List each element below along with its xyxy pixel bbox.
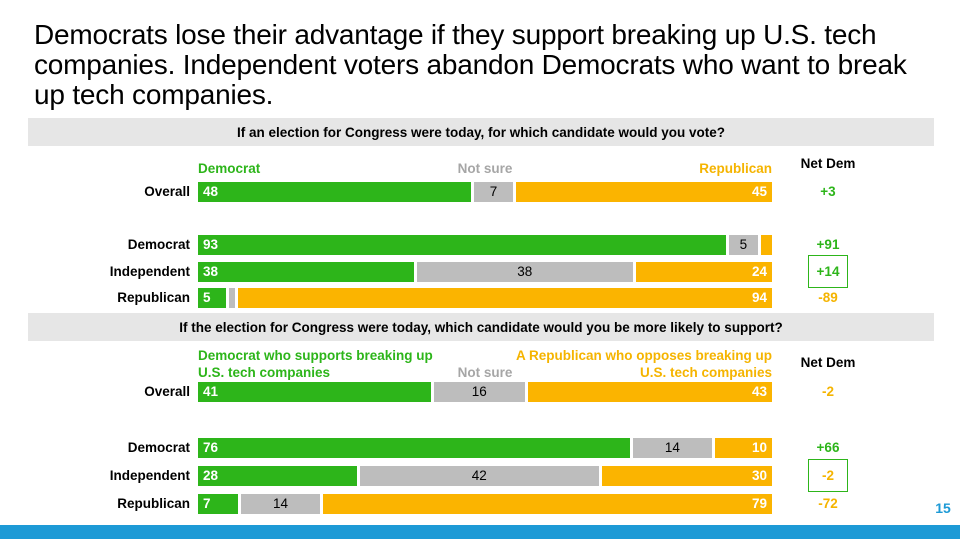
net-dem-header: Net Dem <box>800 156 856 171</box>
page-number: 15 <box>935 500 951 516</box>
bar-democrat <box>198 438 630 458</box>
bar-not-sure <box>632 438 713 458</box>
bar-label-democrat: 41 <box>203 384 219 399</box>
net-dem-value: +3 <box>820 184 836 199</box>
bar-label-republican: 79 <box>751 496 767 511</box>
row-label: Democrat <box>127 440 190 455</box>
bar-democrat <box>198 494 238 514</box>
net-dem-value: -72 <box>818 496 838 511</box>
question-2-band: If the election for Congress were today,… <box>28 313 934 341</box>
bar-republican <box>516 182 772 202</box>
row-label: Independent <box>109 264 190 279</box>
net-dem-value: -2 <box>821 468 834 483</box>
bar-not-sure <box>360 466 599 486</box>
net-dem-value: +66 <box>816 440 840 455</box>
bar-not-sure <box>729 235 758 255</box>
question-2-text: If the election for Congress were today,… <box>179 319 783 335</box>
row-label: Independent <box>109 468 190 483</box>
bar-label-democrat: 7 <box>203 496 211 511</box>
net-dem-value: -89 <box>818 290 838 305</box>
bar-democrat <box>198 466 358 486</box>
bar-label-republican: 24 <box>751 264 767 279</box>
bar-label-not-sure: 16 <box>471 384 487 399</box>
bar-label-not-sure: 14 <box>272 496 289 511</box>
bar-label-republican: 94 <box>751 290 767 305</box>
net-dem-value: +14 <box>816 264 840 279</box>
row-label: Overall <box>144 384 190 399</box>
bar-label-republican: 30 <box>751 468 767 483</box>
bar-republican <box>323 494 772 514</box>
bar-label-not-sure: 14 <box>664 440 680 455</box>
bar-label-democrat: 93 <box>203 237 219 252</box>
row-label: Overall <box>144 184 190 199</box>
bar-republican <box>527 382 772 402</box>
question-1-band: If an election for Congress were today, … <box>28 118 934 146</box>
footer-band <box>0 525 960 539</box>
net-dem-value: +91 <box>816 237 840 252</box>
row-label: Republican <box>117 290 190 305</box>
question-1-text: If an election for Congress were today, … <box>236 124 726 140</box>
bar-not-sure <box>229 288 236 308</box>
bar-label-not-sure: 7 <box>489 184 498 199</box>
bar-not-sure <box>473 182 514 202</box>
bar-label-republican: 43 <box>751 384 767 399</box>
bar-label-democrat: 48 <box>203 184 219 199</box>
bar-democrat <box>198 382 431 402</box>
bar-democrat <box>198 262 414 282</box>
bar-not-sure <box>416 262 633 282</box>
net-dem-header: Net Dem <box>800 355 856 370</box>
bar-label-not-sure: 42 <box>471 468 487 483</box>
legend-democrat-header: Democrat <box>198 161 261 176</box>
bar-label-democrat: 5 <box>203 290 211 305</box>
legend-not-sure-header: Not sure <box>457 365 513 380</box>
bar-not-sure <box>433 382 525 402</box>
bar-democrat <box>198 182 471 202</box>
bar-republican <box>601 466 772 486</box>
net-dem-value: -2 <box>821 384 834 399</box>
net-dem-highlight-box <box>808 255 848 288</box>
bar-label-democrat: 38 <box>203 264 219 279</box>
legend-republican-header: Republican <box>699 161 772 176</box>
bar-republican <box>760 235 772 255</box>
row-label: Democrat <box>127 237 190 252</box>
bar-label-democrat: 28 <box>203 468 219 483</box>
bar-republican <box>238 288 772 308</box>
bar-republican <box>715 438 772 458</box>
legend-republican-header: A Republican who opposes breaking up U.S… <box>515 348 772 380</box>
slide-title: Democrats lose their advantage if they s… <box>34 19 907 110</box>
legend-not-sure-header: Not sure <box>457 161 513 176</box>
bar-label-republican: 10 <box>751 440 767 455</box>
row-label: Republican <box>117 496 190 511</box>
bar-label-democrat: 76 <box>203 440 219 455</box>
bar-not-sure <box>240 494 321 514</box>
bar-label-republican: 45 <box>751 184 767 199</box>
bar-democrat <box>198 288 227 308</box>
bar-label-not-sure: 5 <box>739 237 748 252</box>
legend-democrat-header: Democrat who supports breaking up U.S. t… <box>198 348 433 380</box>
net-dem-highlight-box <box>808 459 848 492</box>
bar-label-not-sure: 38 <box>517 264 533 279</box>
bar-republican <box>635 262 772 282</box>
bar-democrat <box>198 235 727 255</box>
